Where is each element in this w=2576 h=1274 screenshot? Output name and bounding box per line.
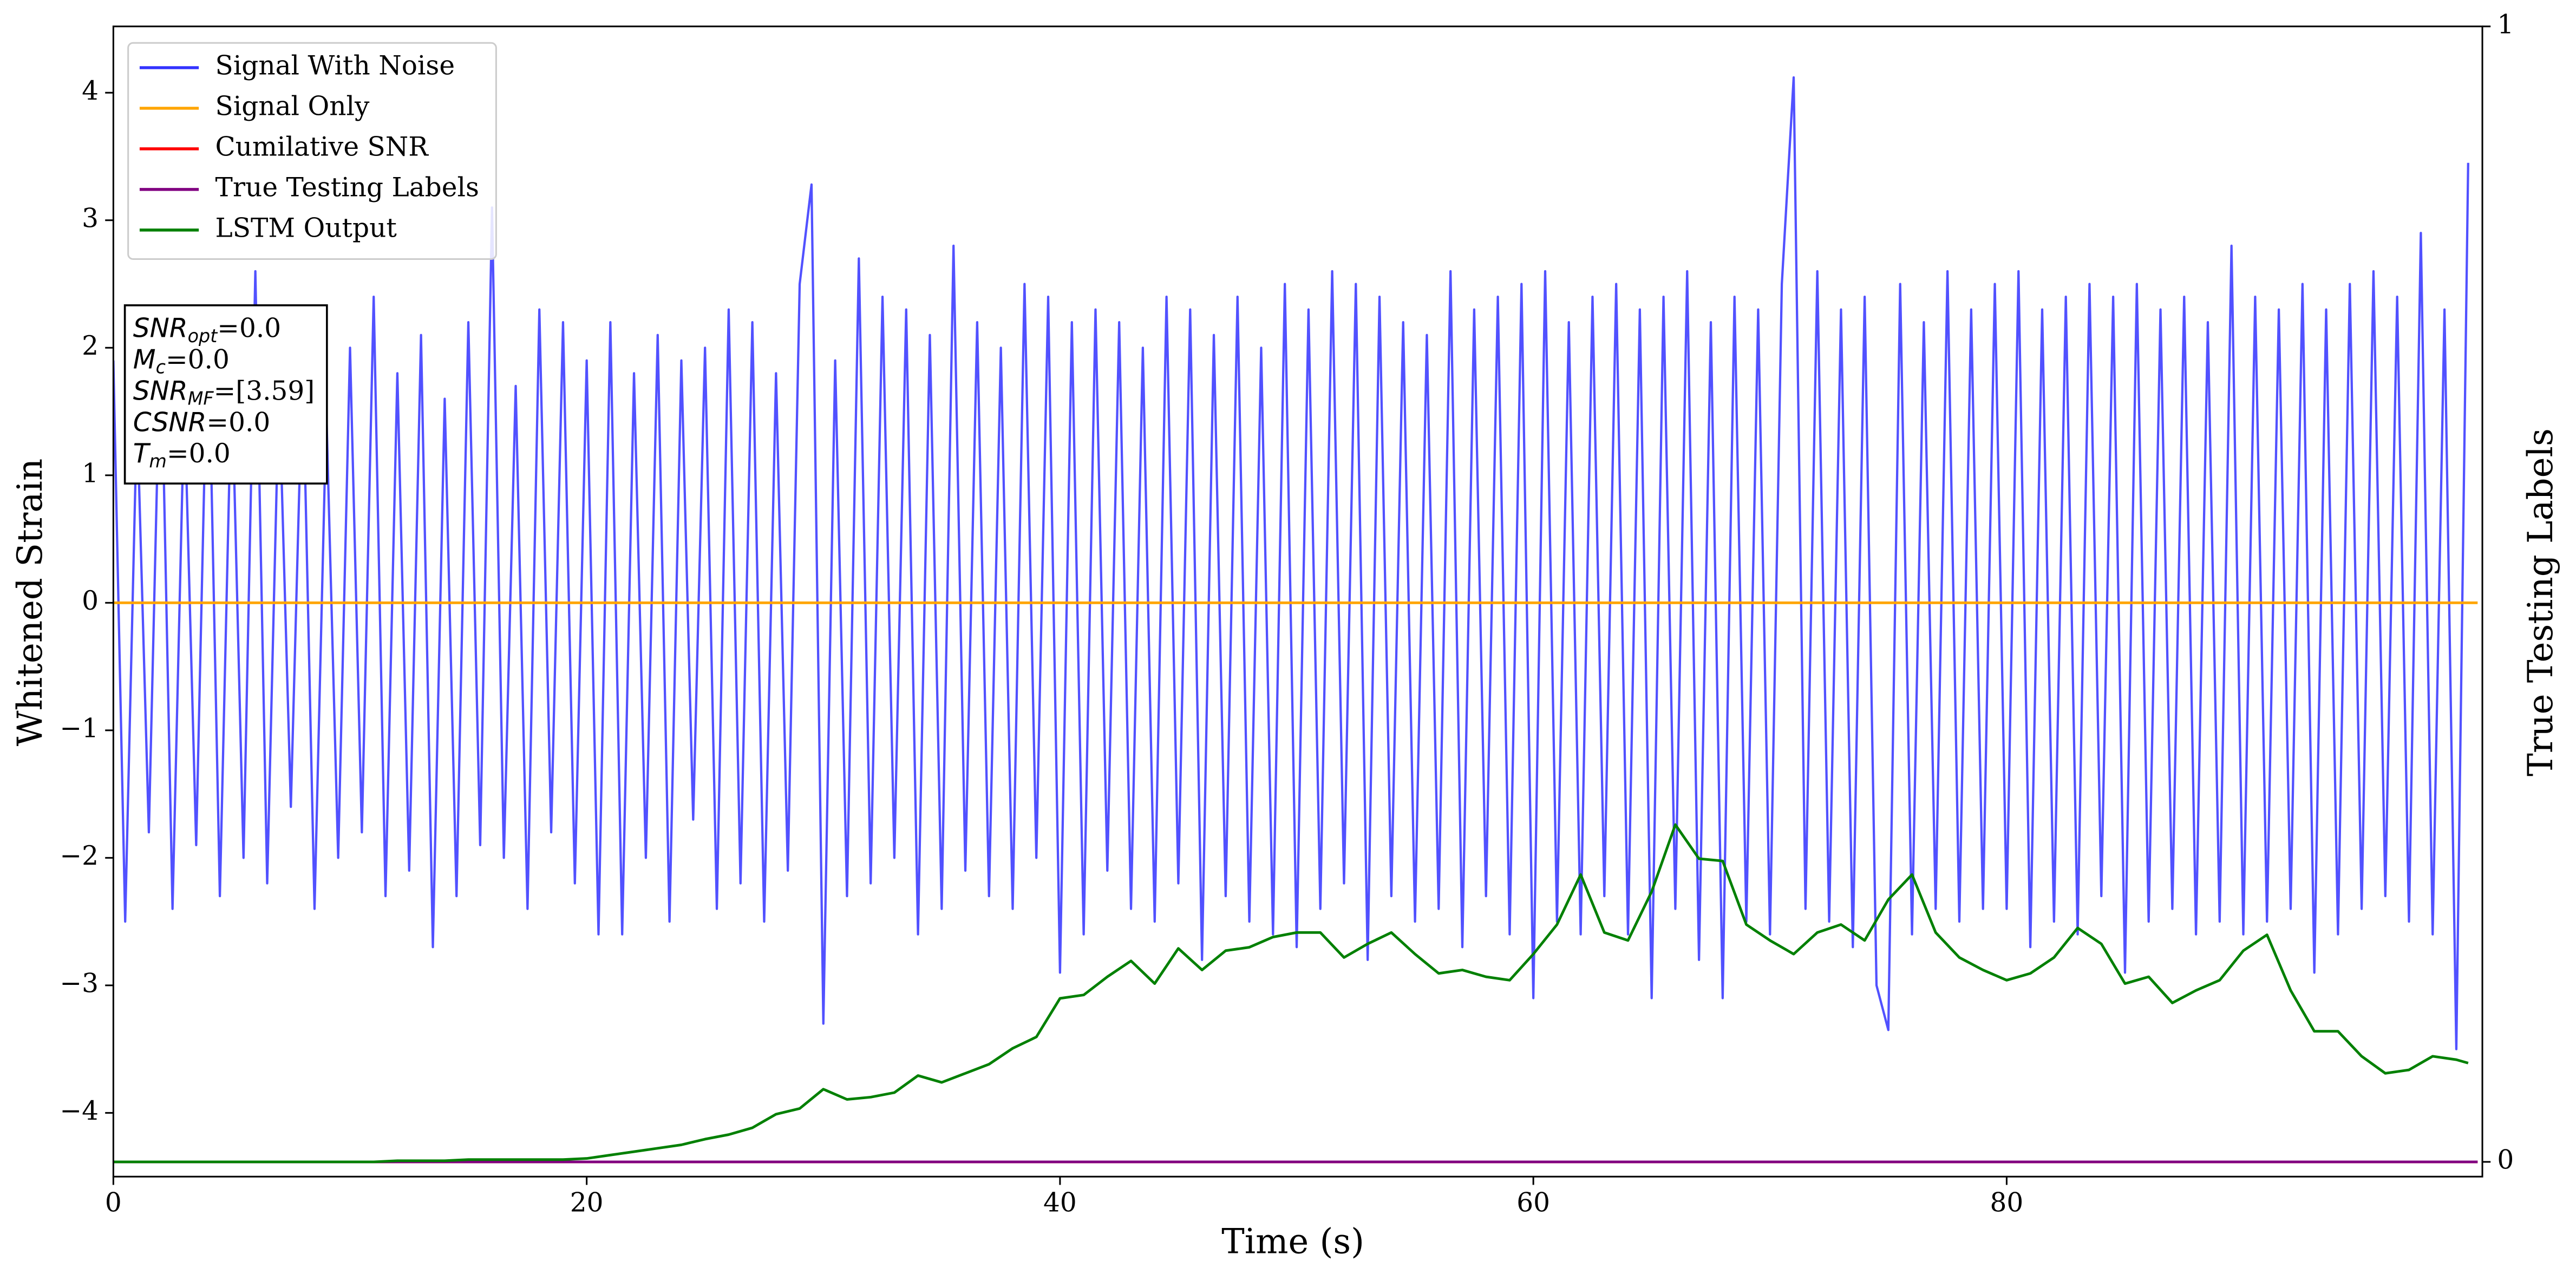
annotation-base: CSNR xyxy=(133,407,207,437)
y-tick-label: 3 xyxy=(82,203,99,233)
annotation-box: SNRopt=0.0Mc=0.0SNRMF=[3.59]CSNR=0.0Tm=0… xyxy=(123,304,328,485)
annotation-sub: opt xyxy=(188,325,219,346)
y2-tick-label: 1 xyxy=(2497,9,2514,40)
annotation-sub: c xyxy=(156,356,166,377)
x-tick-label: 60 xyxy=(1516,1187,1550,1218)
annotation-text: CSNR=0.0 xyxy=(133,407,270,438)
y-tick-label: −4 xyxy=(60,1096,99,1126)
y2-axis-label: True Testing Labels xyxy=(2521,428,2561,776)
y-tick-label: −2 xyxy=(60,841,99,871)
annotation-base: M xyxy=(133,344,156,375)
annotation-sub: MF xyxy=(188,388,214,409)
annotation-frame xyxy=(123,304,328,485)
annotation-value: =0.0 xyxy=(166,344,230,375)
y-axis-label: Whitened Strain xyxy=(10,459,50,746)
annotation-text: SNRopt=0.0 xyxy=(133,313,281,346)
annotation-base: T xyxy=(133,439,151,469)
legend-label: Cumilative SNR xyxy=(215,132,429,162)
annotation-value: =[3.59] xyxy=(214,376,315,406)
annotation-value: =0.0 xyxy=(167,439,231,469)
y2-tick-label: 0 xyxy=(2497,1145,2514,1175)
y-tick-label: −3 xyxy=(60,968,99,998)
annotation-text: SNRMF=[3.59] xyxy=(133,376,315,409)
y-tick-label: 0 xyxy=(82,586,99,616)
plot-frame xyxy=(112,25,2483,1178)
legend-label: LSTM Output xyxy=(215,213,397,243)
x-tick-label: 20 xyxy=(570,1187,604,1218)
series-line xyxy=(113,823,2469,1164)
legend-label: Signal Only xyxy=(215,91,370,121)
x-tick-label: 80 xyxy=(1990,1187,2024,1218)
x-axis-label: Time (s) xyxy=(1221,1222,1364,1262)
series-line xyxy=(113,76,2469,1050)
annotation-text: Mc=0.0 xyxy=(133,344,230,377)
x-tick-label: 0 xyxy=(105,1187,122,1218)
annotation-text: Tm=0.0 xyxy=(133,439,231,472)
annotation-base: SNR xyxy=(133,313,188,344)
y-tick-label: 1 xyxy=(82,458,99,488)
annotation-base: SNR xyxy=(133,376,188,406)
annotation-value: =0.0 xyxy=(206,407,270,437)
legend-label: Signal With Noise xyxy=(215,50,455,81)
annotation-value: =0.0 xyxy=(217,313,281,343)
y-tick-label: 2 xyxy=(82,331,99,361)
y-tick-label: 4 xyxy=(82,76,99,106)
legend-box xyxy=(127,42,497,260)
plot-area xyxy=(113,76,2478,1164)
annotation-sub: m xyxy=(149,450,167,472)
y-tick-label: −1 xyxy=(60,713,99,743)
legend-label: True Testing Labels xyxy=(215,172,479,202)
legend: Signal With Noise Signal Only Cumilative S… xyxy=(127,42,497,260)
x-tick-label: 40 xyxy=(1043,1187,1077,1218)
